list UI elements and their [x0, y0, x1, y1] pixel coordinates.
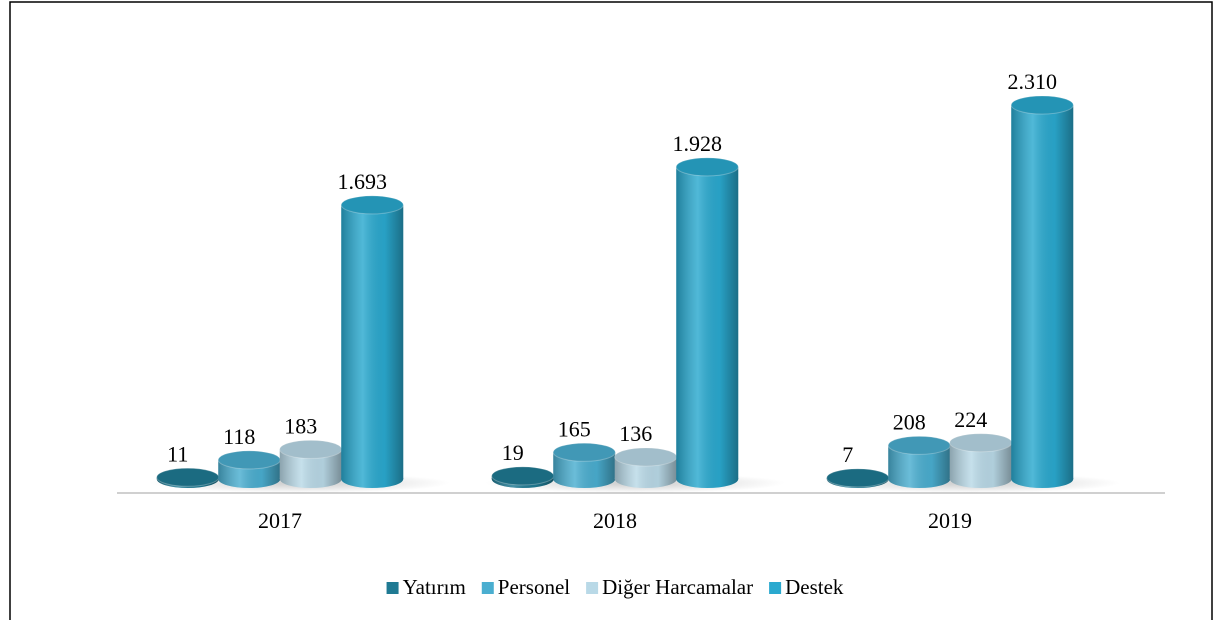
cylinder-top: [1010, 95, 1074, 115]
data-label: 165: [558, 416, 591, 441]
cylinder: [614, 447, 678, 488]
cylinder-top-shade: [491, 466, 554, 485]
legend-swatch: [586, 582, 599, 594]
cylinder: [949, 433, 1013, 488]
cylinder-top: [552, 442, 616, 462]
data-label: 208: [893, 409, 926, 434]
cylinder-top-shade: [341, 195, 404, 214]
chart-frame: [9, 1, 1213, 620]
cylinder-top-shade: [888, 436, 951, 455]
data-label: 183: [284, 413, 317, 438]
legend-label: Destek: [785, 575, 844, 599]
cylinder: [826, 468, 890, 488]
cylinder-top-shade: [949, 433, 1012, 452]
cylinder-top-shade: [553, 443, 616, 462]
bar-shade: [676, 166, 739, 479]
data-label: 2.310: [1008, 69, 1058, 94]
data-label: 19: [502, 440, 524, 465]
bar-shade: [341, 204, 404, 479]
cylinder-top-shade: [156, 468, 219, 487]
x-tick-label: 2019: [928, 508, 972, 533]
cylinder-top-shade: [1011, 96, 1074, 114]
data-label: 224: [954, 407, 987, 432]
cylinder-top-shade: [279, 440, 342, 459]
data-label: 1.693: [338, 169, 388, 194]
cylinder: [552, 442, 616, 488]
x-tick-label: 2017: [258, 508, 302, 533]
legend-swatch: [769, 582, 782, 594]
data-label: 118: [223, 424, 255, 449]
legend-swatch: [386, 582, 399, 594]
cylinder-top-shade: [614, 447, 677, 466]
data-label: 11: [167, 441, 188, 466]
data-label: 1.928: [673, 131, 723, 156]
cylinder: [217, 450, 281, 488]
legend-label: Diğer Harcamalar: [602, 575, 753, 599]
cylinder-top: [675, 157, 739, 177]
x-tick-label: 2018: [593, 508, 637, 533]
cylinder-top: [340, 195, 404, 215]
cylinder-top-shade: [676, 157, 739, 176]
data-label: 136: [619, 421, 652, 446]
cylinder: [340, 195, 404, 488]
cylinder: [491, 466, 555, 488]
cylinder: [675, 157, 739, 488]
cylinder-top-shade: [826, 468, 889, 487]
cylinder: [279, 439, 343, 488]
cylinder: [1010, 95, 1074, 488]
legend-label: Yatırım: [403, 575, 466, 599]
data-label: 7: [842, 442, 853, 467]
bar-shade: [1011, 105, 1074, 479]
cylinder-top-shade: [218, 450, 281, 469]
cylinder: [887, 435, 951, 488]
cylinder: [156, 467, 220, 488]
legend-swatch: [481, 582, 494, 594]
legend-label: Personel: [498, 575, 570, 599]
